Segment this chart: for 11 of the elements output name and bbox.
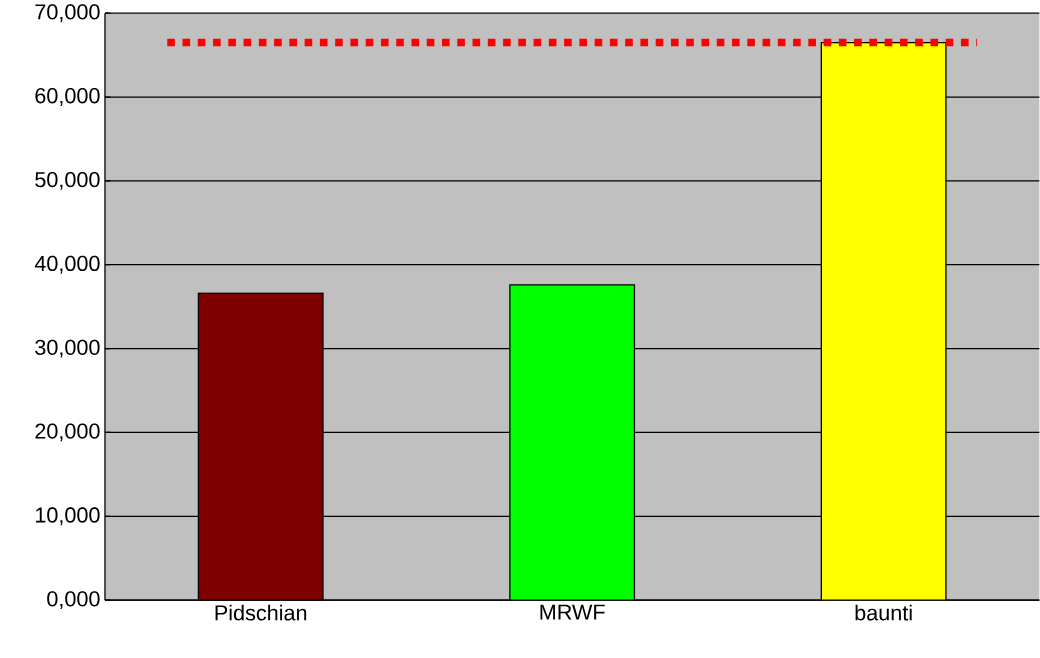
y-tick-label: 0,000 [47, 591, 100, 610]
x-tick-label: Pidschian [215, 604, 307, 621]
x-tick-label: MRWF [540, 604, 605, 620]
y-tick-label: 30,000 [35, 339, 100, 358]
x-tick-label: baunti [855, 604, 912, 621]
y-tick-label: 60,000 [35, 88, 100, 106]
y-tick-label: 70,000 [35, 4, 100, 23]
y-tick-label: 40,000 [34, 255, 100, 274]
y-tick-label: 20,000 [35, 423, 100, 442]
y-tick-label: 10,000 [35, 507, 100, 526]
y-tick-label: 50,000 [35, 171, 100, 190]
